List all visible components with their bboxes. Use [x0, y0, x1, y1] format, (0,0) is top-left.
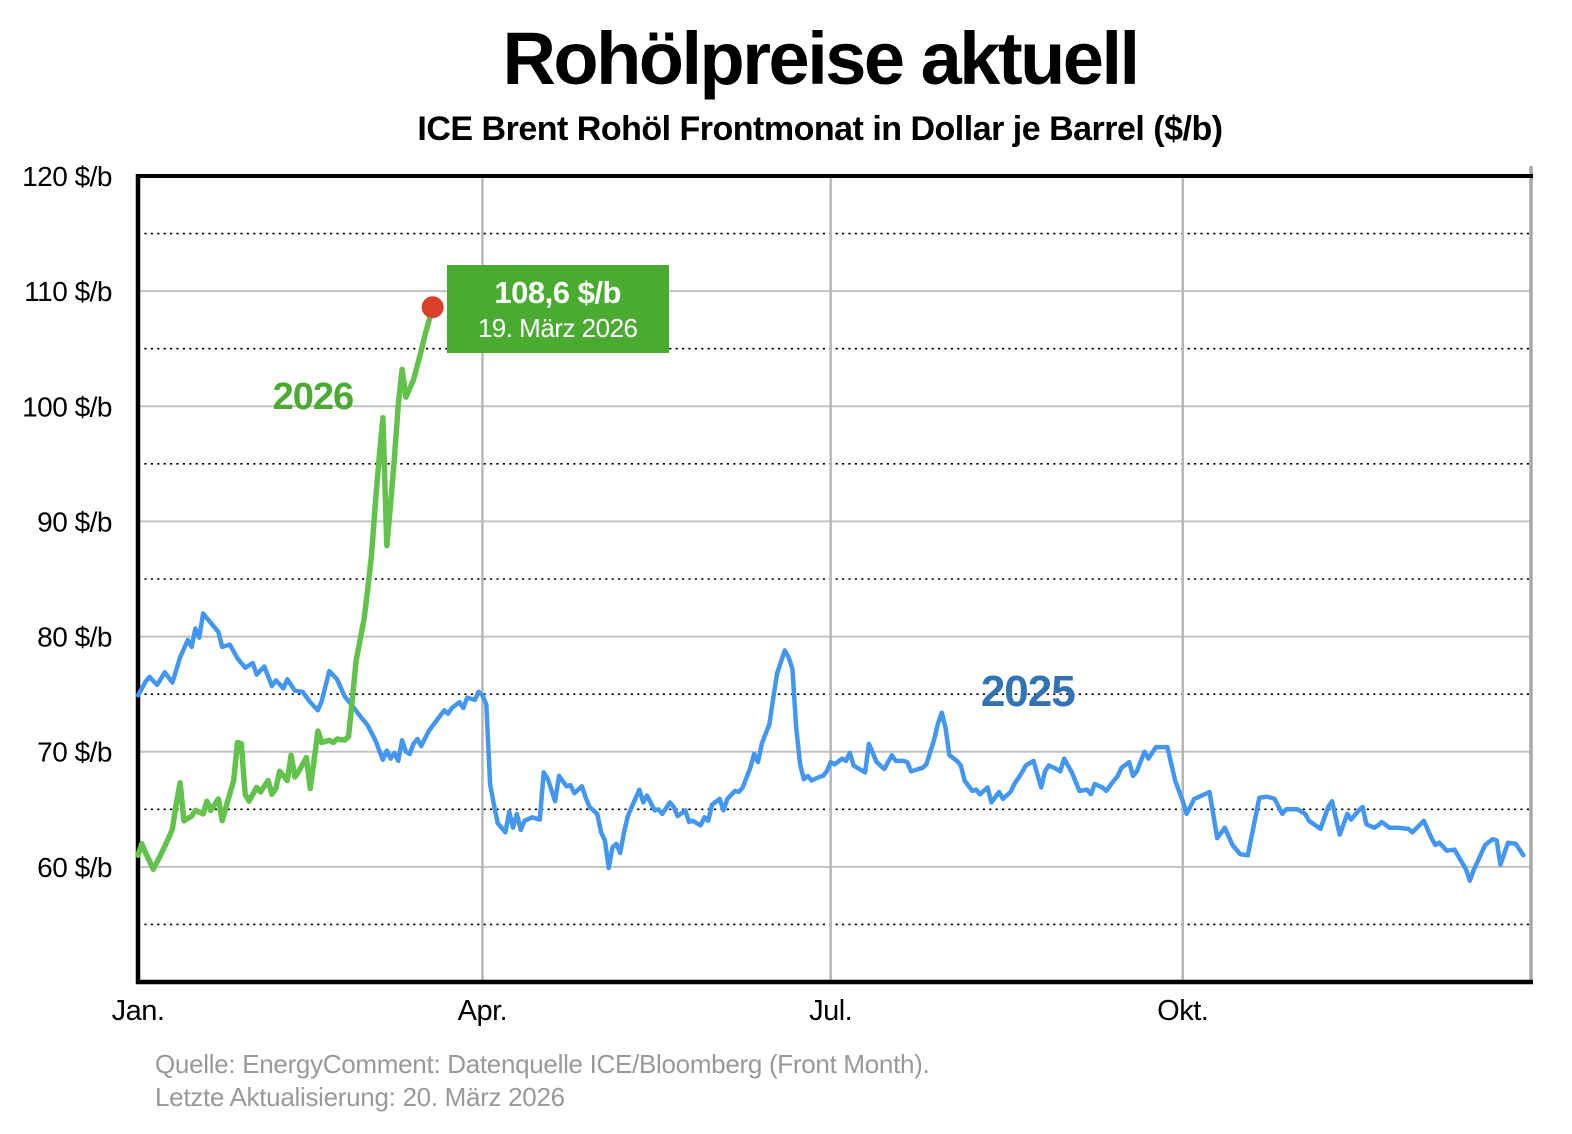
callout-price-value: 108,6 $/b — [494, 274, 621, 310]
source-line-2: Letzte Aktualisierung: 20. März 2026 — [155, 1082, 565, 1112]
series-2025-line — [135, 611, 1526, 883]
y-axis-tick-label: 80 $/b — [37, 622, 112, 653]
chart-subtitle: ICE Brent Rohöl Frontmonat in Dollar je … — [417, 110, 1223, 148]
latest-price-dot — [421, 296, 444, 319]
x-axis-tick-label: Apr. — [458, 995, 508, 1027]
callout-date: 19. März 2026 — [477, 312, 638, 343]
chart-title: Rohölpreise aktuell — [502, 17, 1140, 100]
y-axis-tick-label: 100 $/b — [22, 391, 112, 422]
y-axis-tick-label: 70 $/b — [37, 737, 112, 768]
x-axis-tick-label: Okt. — [1157, 995, 1208, 1027]
price-callout: 108,6 $/b 19. März 2026 — [446, 265, 669, 354]
x-axis-tick-label: Jan. — [112, 995, 165, 1027]
y-axis-tick-label: 110 $/b — [24, 276, 112, 307]
x-axis-tick-label: Jul. — [809, 995, 852, 1027]
y-axis-tick-label: 90 $/b — [37, 506, 112, 537]
series-2026-line — [135, 304, 436, 872]
series-2025-label: 2025 — [981, 667, 1075, 716]
y-axis-tick-label: 120 $/b — [22, 161, 112, 192]
y-axis-tick-label: 60 $/b — [37, 852, 112, 883]
source-line-1: Quelle: EnergyComment: Datenquelle ICE/B… — [155, 1049, 930, 1079]
source-note: Quelle: EnergyComment: Datenquelle ICE/B… — [155, 1048, 930, 1114]
series-2026-label: 2026 — [273, 376, 354, 418]
